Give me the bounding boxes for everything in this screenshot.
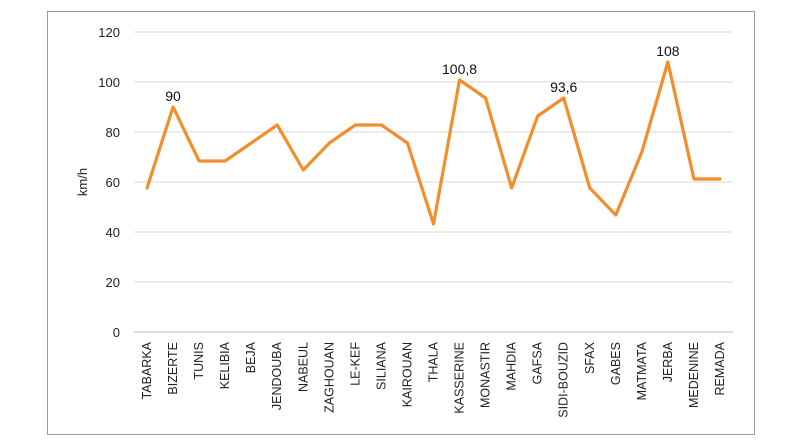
x-category-label: MATMATA: [635, 341, 649, 400]
series-line: [145, 60, 722, 226]
y-axis-ticks: 0 20 40 60 80 100 120: [98, 25, 120, 340]
gridlines: [134, 31, 733, 283]
y-tick-label: 60: [106, 175, 120, 190]
x-category-label: MONASTIR: [479, 342, 493, 408]
x-category-label: TABARKA: [140, 341, 154, 399]
x-category-label: BEJA: [244, 341, 258, 373]
x-category-label: KELIBIA: [218, 341, 232, 389]
x-category-label: GAFSA: [531, 341, 545, 384]
x-category-label: THALA: [427, 341, 441, 382]
y-axis-label: km/h: [75, 168, 90, 196]
data-label: 108: [656, 43, 680, 59]
x-category-label: MEDENINE: [687, 342, 701, 408]
x-category-label: KASSERINE: [453, 342, 467, 414]
x-category-label: JENDOUBA: [270, 341, 284, 410]
x-category-label: TUNIS: [192, 342, 206, 380]
x-category-label: LE-KEF: [348, 342, 362, 386]
x-category-label: NABEUL: [296, 342, 310, 392]
y-tick-label: 20: [106, 275, 120, 290]
y-tick-label: 120: [98, 25, 120, 40]
x-category-label: GABES: [609, 342, 623, 385]
data-label: 100,8: [442, 61, 477, 77]
series-group: [145, 60, 722, 226]
data-label: 90: [165, 88, 181, 104]
x-category-label: SIDI-BOUZID: [557, 342, 571, 418]
y-tick-label: 40: [106, 225, 120, 240]
x-category-label: JERBA: [661, 341, 675, 382]
x-category-label: REMADA: [713, 341, 727, 395]
x-category-label: MAHDIA: [505, 341, 519, 390]
x-category-label: BIZERTE: [166, 342, 180, 395]
data-label: 93,6: [550, 79, 577, 95]
y-tick-label: 100: [98, 75, 120, 90]
x-category-label: ZAGHOUAN: [322, 342, 336, 413]
x-category-label: SFAX: [583, 341, 597, 374]
x-category-label: KAIROUAN: [400, 342, 414, 407]
y-tick-label: 80: [106, 125, 120, 140]
data-labels-group: 90 100,8 93,6 108: [165, 43, 680, 104]
y-tick-label: 0: [113, 325, 120, 340]
x-category-label: SILIANA: [374, 341, 388, 390]
x-axis-category-labels: TABARKA BIZERTE TUNIS KELIBIA BEJA JENDOUBA NA…: [140, 341, 727, 417]
